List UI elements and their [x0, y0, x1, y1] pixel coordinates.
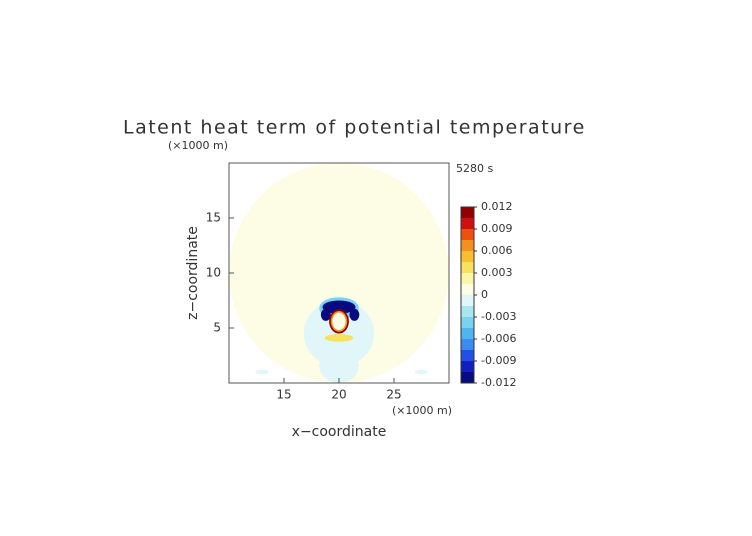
x-label: x−coordinate	[292, 424, 387, 440]
field	[229, 163, 449, 383]
colorbar-swatch	[461, 317, 474, 328]
colorbar-label: -0.009	[481, 354, 516, 367]
colorbar-label: 0.009	[481, 222, 513, 235]
y-unit: (×1000 m)	[168, 139, 228, 152]
colorbar-swatch	[461, 350, 474, 361]
x-tick-label: 15	[276, 388, 291, 402]
field-cell	[229, 163, 449, 383]
colorbar-label: -0.003	[481, 310, 516, 323]
field-cell	[324, 334, 354, 342]
colorbar-swatch	[461, 273, 474, 284]
colorbar-swatch	[461, 251, 474, 262]
field-cell	[349, 308, 360, 321]
field-cell	[320, 308, 331, 321]
colorbar-label: -0.012	[481, 376, 516, 389]
colorbar-label: 0.012	[481, 200, 513, 213]
colorbar-swatch	[461, 207, 474, 218]
x-tick-label: 25	[386, 388, 401, 402]
colorbar-label: 0.006	[481, 244, 513, 257]
colorbar-swatch	[461, 284, 474, 295]
colorbar-swatch	[461, 262, 474, 273]
y-tick-label: 5	[213, 321, 221, 335]
axes: 15 20 25 5 10 15 0.012 0.009 0.006 0.003 0 -0.003 -0…	[206, 162, 516, 402]
colorbar-swatch	[461, 218, 474, 229]
colorbar-swatch	[461, 361, 474, 372]
colorbar-label: -0.006	[481, 332, 516, 345]
y-tick-label: 10	[206, 266, 221, 280]
colorbar-swatch	[461, 328, 474, 339]
colorbar-swatch	[461, 295, 474, 306]
colorbar-swatch	[461, 240, 474, 251]
y-tick-label: 15	[206, 211, 221, 225]
field-cell	[322, 300, 356, 314]
x-tick-label: 20	[331, 388, 346, 402]
colorbar-swatch	[461, 339, 474, 350]
colorbar-swatch	[461, 229, 474, 240]
field-cell	[255, 369, 269, 375]
chart-title: Latent heat term of potential temperatur…	[123, 117, 586, 139]
colorbar-label: 0	[481, 288, 488, 301]
field-cell	[414, 369, 429, 375]
time-label: 5280 s	[456, 162, 493, 175]
colorbar-label: 0.003	[481, 266, 513, 279]
field-cell	[332, 312, 346, 331]
field-cell	[319, 350, 359, 383]
colorbar-swatch	[461, 306, 474, 317]
y-label: z−coordinate	[185, 226, 201, 320]
x-unit: (×1000 m)	[392, 404, 452, 417]
colorbar-swatch	[461, 372, 474, 383]
